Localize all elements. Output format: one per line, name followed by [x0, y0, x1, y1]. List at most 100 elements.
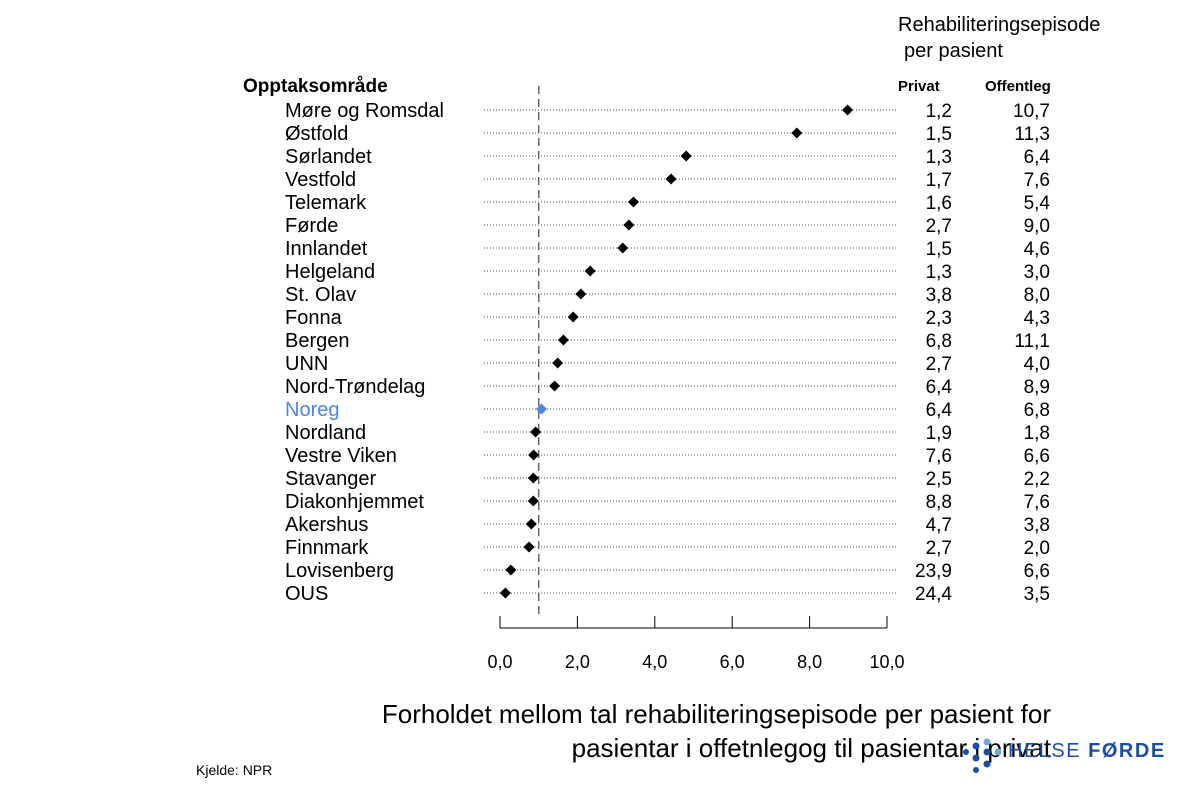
offentleg-value: 11,3	[1014, 124, 1050, 145]
area-column-header: Opptaksområde	[243, 76, 388, 97]
privat-value: 2,5	[926, 469, 952, 490]
data-point	[628, 196, 640, 208]
offentleg-value: 1,8	[1024, 423, 1050, 444]
offentleg-value: 5,4	[1024, 193, 1051, 214]
chart-caption: Forholdet mellom tal rehabiliteringsepis…	[382, 697, 1051, 765]
privat-value: 23,9	[915, 561, 952, 582]
offentleg-value: 8,9	[1024, 377, 1050, 398]
column-title-line-2: per pasient	[904, 40, 1003, 62]
helse-forde-logo: HELSE FØRDE	[962, 738, 1164, 779]
privat-value: 1,3	[926, 262, 952, 283]
logo-text-part-2: FØRDE	[1088, 740, 1166, 762]
data-point	[842, 104, 854, 116]
row-label: St. Olav	[285, 284, 356, 306]
privat-value: 6,8	[926, 331, 952, 352]
caption-line-2: pasientar i offetnlegog til pasientar i …	[571, 733, 1051, 763]
offentleg-value: 4,6	[1024, 239, 1050, 260]
logo-text: HELSE FØRDE	[1008, 740, 1166, 763]
offentleg-value: 6,6	[1024, 446, 1050, 467]
offentleg-value: 10,7	[1013, 101, 1050, 122]
data-point	[791, 127, 803, 139]
row-label: Fonna	[285, 307, 343, 329]
privat-value: 2,7	[926, 538, 952, 559]
logo-dots-icon	[963, 738, 1002, 773]
row-label: Nordland	[285, 422, 366, 444]
privat-value: 2,7	[926, 216, 952, 237]
data-point	[527, 472, 539, 484]
row-label: Telemark	[285, 192, 367, 214]
privat-value: 1,5	[926, 239, 952, 260]
offentleg-value: 11,1	[1014, 331, 1050, 352]
row-label: Finnmark	[285, 537, 369, 559]
logo-text-part-1: HELSE	[1008, 740, 1089, 762]
privat-column-header: Privat	[898, 78, 940, 95]
offentleg-value: 6,4	[1024, 147, 1051, 168]
data-point	[552, 357, 564, 369]
offentleg-value: 9,0	[1024, 216, 1050, 237]
data-point	[549, 380, 561, 392]
row-label: Vestfold	[285, 169, 356, 191]
row-label: Innlandet	[285, 238, 368, 260]
data-point	[535, 403, 547, 415]
data-point	[584, 265, 596, 277]
privat-value: 1,9	[926, 423, 952, 444]
privat-value: 2,7	[926, 354, 952, 375]
caption-line-1: Forholdet mellom tal rehabiliteringsepis…	[381, 699, 1051, 729]
privat-value: 2,3	[926, 308, 952, 329]
privat-value: 7,6	[926, 446, 952, 467]
offentleg-value: 8,0	[1024, 285, 1050, 306]
x-tick-label: 10,0	[869, 652, 904, 672]
data-point	[525, 518, 537, 530]
offentleg-value: 4,0	[1024, 354, 1050, 375]
data-point	[680, 150, 692, 162]
offentleg-value: 2,2	[1024, 469, 1050, 490]
row-label: Østfold	[285, 123, 348, 145]
offentleg-column-header: Offentleg	[985, 78, 1051, 95]
privat-value: 1,2	[926, 101, 952, 122]
privat-value: 4,7	[926, 515, 952, 536]
row-label: OUS	[285, 583, 328, 605]
data-point	[575, 288, 587, 300]
row-label: Diakonhjemmet	[285, 491, 424, 513]
data-point	[617, 242, 629, 254]
x-tick-label: 4,0	[642, 652, 667, 672]
privat-value: 6,4	[926, 400, 953, 421]
data-point	[527, 495, 539, 507]
privat-value: 24,4	[915, 584, 952, 605]
offentleg-value: 4,3	[1024, 308, 1050, 329]
data-point	[567, 311, 579, 323]
x-tick-label: 6,0	[720, 652, 745, 672]
data-point	[623, 219, 635, 231]
offentleg-value: 6,8	[1024, 400, 1050, 421]
x-tick-label: 2,0	[565, 652, 590, 672]
privat-value: 1,3	[926, 147, 952, 168]
offentleg-value: 6,6	[1024, 561, 1050, 582]
data-point	[499, 587, 511, 599]
row-label: Sørlandet	[285, 146, 372, 168]
column-title: Rehabiliteringsepisode per pasient	[898, 12, 1100, 64]
offentleg-value: 7,6	[1024, 170, 1050, 191]
source-note: Kjelde: NPR	[196, 762, 273, 778]
x-tick-label: 8,0	[797, 652, 822, 672]
row-label: Bergen	[285, 330, 350, 352]
privat-value: 6,4	[926, 377, 953, 398]
row-label: Førde	[285, 215, 338, 237]
x-tick-label: 0,0	[487, 652, 512, 672]
data-point	[530, 426, 542, 438]
column-title-line-1: Rehabiliteringsepisode	[898, 14, 1101, 36]
privat-value: 1,6	[926, 193, 952, 214]
privat-value: 3,8	[926, 285, 952, 306]
offentleg-value: 3,8	[1024, 515, 1050, 536]
row-label: Nord-Trøndelag	[285, 376, 425, 398]
data-point	[528, 449, 540, 461]
offentleg-value: 3,0	[1024, 262, 1050, 283]
offentleg-value: 7,6	[1024, 492, 1050, 513]
data-point	[665, 173, 677, 185]
row-label: UNN	[285, 353, 328, 375]
offentleg-value: 2,0	[1024, 538, 1050, 559]
privat-value: 8,8	[926, 492, 952, 513]
row-label: Akershus	[285, 514, 368, 536]
row-label: Lovisenberg	[285, 560, 394, 582]
row-label: Noreg	[285, 399, 339, 421]
